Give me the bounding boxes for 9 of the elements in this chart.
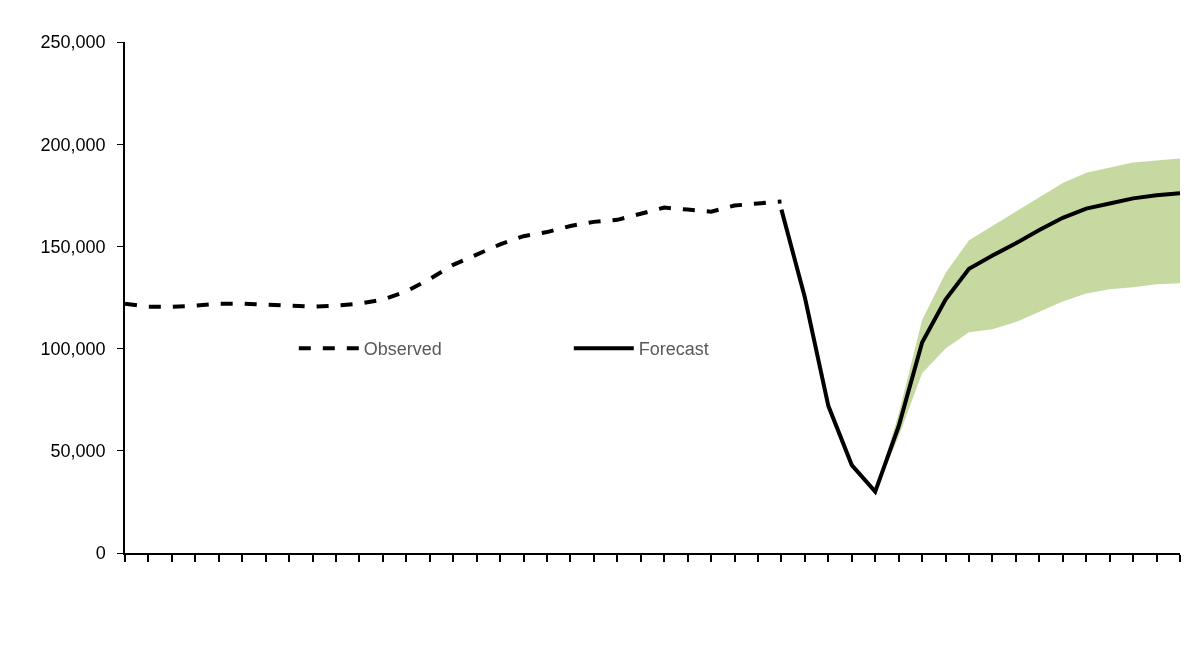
y-tick-label: 50,000 bbox=[50, 441, 106, 462]
y-tick-label: 100,000 bbox=[40, 338, 106, 359]
line-series bbox=[779, 191, 1180, 494]
y-tick-label: 150,000 bbox=[40, 236, 106, 257]
legend-label: Forecast bbox=[638, 339, 709, 360]
y-tick-label: 0 bbox=[95, 543, 106, 564]
legend-label: Observed bbox=[363, 339, 442, 360]
y-tick-label: 200,000 bbox=[40, 134, 106, 155]
y-tick-label: 250,000 bbox=[40, 32, 106, 53]
